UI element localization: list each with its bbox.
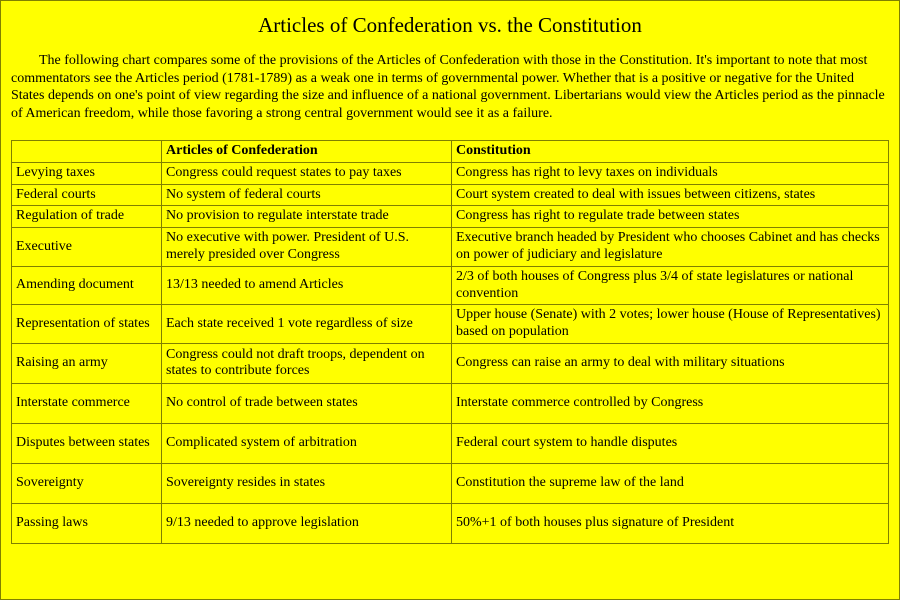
comparison-table: Articles of Confederation Constitution L… (11, 140, 889, 544)
table-row: Interstate commerceNo control of trade b… (12, 383, 889, 423)
topic-cell: Amending document (12, 266, 162, 305)
constitution-cell: Executive branch headed by President who… (452, 228, 889, 267)
page-title: Articles of Confederation vs. the Consti… (11, 13, 889, 38)
topic-cell: Disputes between states (12, 423, 162, 463)
constitution-cell: Federal court system to handle disputes (452, 423, 889, 463)
articles-cell: Congress could not draft troops, depende… (162, 343, 452, 383)
table-row: Levying taxesCongress could request stat… (12, 162, 889, 184)
constitution-cell: 50%+1 of both houses plus signature of P… (452, 503, 889, 543)
table-row: Federal courtsNo system of federal court… (12, 184, 889, 206)
constitution-cell: Interstate commerce controlled by Congre… (452, 383, 889, 423)
topic-cell: Executive (12, 228, 162, 267)
topic-cell: Levying taxes (12, 162, 162, 184)
articles-cell: 13/13 needed to amend Articles (162, 266, 452, 305)
topic-cell: Representation of states (12, 305, 162, 344)
constitution-cell: Congress has right to levy taxes on indi… (452, 162, 889, 184)
topic-cell: Regulation of trade (12, 206, 162, 228)
table-row: Amending document13/13 needed to amend A… (12, 266, 889, 305)
table-row: SovereigntySovereignty resides in states… (12, 463, 889, 503)
col-header-blank (12, 141, 162, 163)
col-header-constitution: Constitution (452, 141, 889, 163)
table-row: ExecutiveNo executive with power. Presid… (12, 228, 889, 267)
articles-cell: No system of federal courts (162, 184, 452, 206)
constitution-cell: Upper house (Senate) with 2 votes; lower… (452, 305, 889, 344)
intro-paragraph: The following chart compares some of the… (11, 52, 889, 122)
constitution-cell: Congress can raise an army to deal with … (452, 343, 889, 383)
articles-cell: No provision to regulate interstate trad… (162, 206, 452, 228)
table-row: Passing laws9/13 needed to approve legis… (12, 503, 889, 543)
table-row: Representation of statesEach state recei… (12, 305, 889, 344)
col-header-articles: Articles of Confederation (162, 141, 452, 163)
articles-cell: Congress could request states to pay tax… (162, 162, 452, 184)
topic-cell: Federal courts (12, 184, 162, 206)
page-container: Articles of Confederation vs. the Consti… (0, 0, 900, 600)
articles-cell: Sovereignty resides in states (162, 463, 452, 503)
articles-cell: Complicated system of arbitration (162, 423, 452, 463)
table-row: Disputes between statesComplicated syste… (12, 423, 889, 463)
table-row: Raising an armyCongress could not draft … (12, 343, 889, 383)
constitution-cell: Constitution the supreme law of the land (452, 463, 889, 503)
topic-cell: Interstate commerce (12, 383, 162, 423)
articles-cell: Each state received 1 vote regardless of… (162, 305, 452, 344)
constitution-cell: Court system created to deal with issues… (452, 184, 889, 206)
topic-cell: Raising an army (12, 343, 162, 383)
topic-cell: Sovereignty (12, 463, 162, 503)
articles-cell: No executive with power. President of U.… (162, 228, 452, 267)
articles-cell: No control of trade between states (162, 383, 452, 423)
table-row: Regulation of tradeNo provision to regul… (12, 206, 889, 228)
articles-cell: 9/13 needed to approve legislation (162, 503, 452, 543)
table-header-row: Articles of Confederation Constitution (12, 141, 889, 163)
topic-cell: Passing laws (12, 503, 162, 543)
constitution-cell: 2/3 of both houses of Congress plus 3/4 … (452, 266, 889, 305)
constitution-cell: Congress has right to regulate trade bet… (452, 206, 889, 228)
